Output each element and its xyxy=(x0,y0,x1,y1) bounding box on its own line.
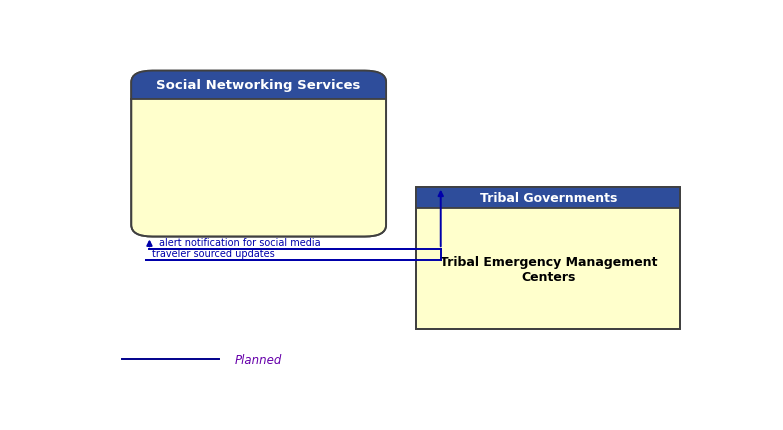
Bar xyxy=(132,86,386,100)
FancyBboxPatch shape xyxy=(132,71,386,100)
Text: Planned: Planned xyxy=(234,353,282,366)
Text: Tribal Governments: Tribal Governments xyxy=(480,192,617,205)
Text: Tribal Emergency Management
Centers: Tribal Emergency Management Centers xyxy=(440,255,657,283)
Bar xyxy=(417,187,680,330)
FancyBboxPatch shape xyxy=(132,71,386,237)
Text: traveler sourced updates: traveler sourced updates xyxy=(153,249,276,258)
Text: alert notification for social media: alert notification for social media xyxy=(158,238,320,248)
Bar xyxy=(417,187,680,330)
Bar xyxy=(417,187,680,209)
Text: Social Networking Services: Social Networking Services xyxy=(157,79,361,92)
